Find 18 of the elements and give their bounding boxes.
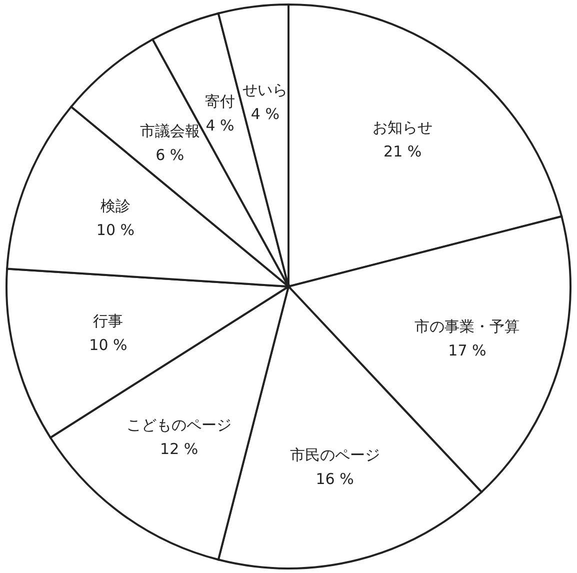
data-label: 12 % xyxy=(160,440,198,458)
data-label: 6 % xyxy=(156,146,184,164)
data-label: 4 % xyxy=(206,116,234,134)
slice-label: 市の事業・予算 xyxy=(414,317,520,336)
slice-label: 寄付 xyxy=(204,92,235,110)
slice-label: 行事 xyxy=(93,312,124,330)
slice-label: 市議会報 xyxy=(140,122,200,140)
data-label: 17 % xyxy=(448,341,486,360)
data-label: 4 % xyxy=(250,104,280,123)
slice-label: 検診 xyxy=(100,196,130,215)
slice-label: せいら xyxy=(242,80,288,99)
data-label: 10 % xyxy=(96,220,135,239)
slice-label: 市民のページ xyxy=(290,446,380,464)
slice-label: お知らせ xyxy=(372,118,433,136)
data-label: 10 % xyxy=(89,336,128,354)
data-label: 16 % xyxy=(316,470,354,488)
slice-label: こどものページ xyxy=(126,416,232,434)
data-label: 21 % xyxy=(384,142,422,160)
